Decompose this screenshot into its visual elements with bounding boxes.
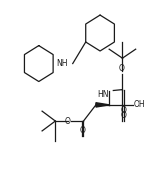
- Text: O: O: [120, 111, 126, 120]
- Text: HN: HN: [97, 90, 108, 99]
- Text: O: O: [120, 106, 126, 115]
- Polygon shape: [96, 103, 109, 107]
- Text: NH: NH: [56, 59, 68, 68]
- Text: OH: OH: [134, 100, 146, 109]
- Text: O: O: [64, 117, 70, 126]
- Text: O: O: [80, 126, 86, 135]
- Text: O: O: [119, 64, 125, 73]
